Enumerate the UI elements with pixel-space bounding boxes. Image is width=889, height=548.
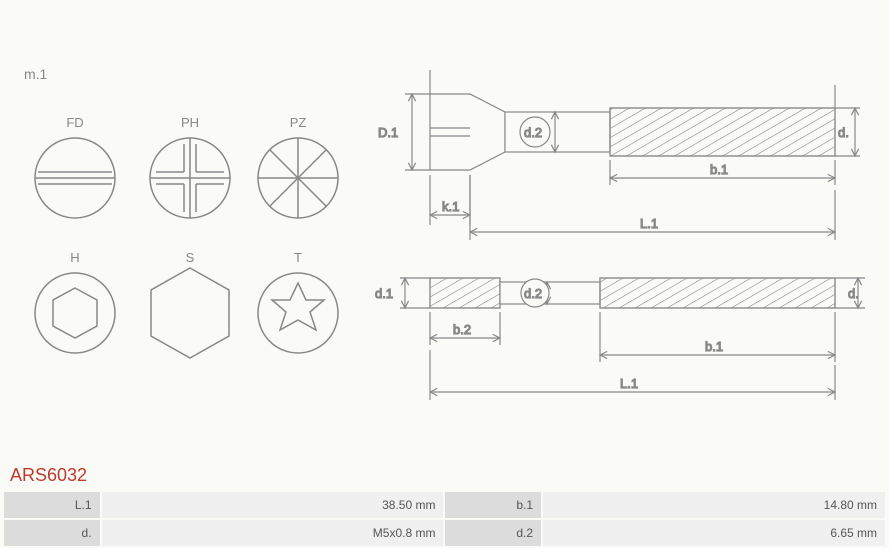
svg-text:d.1: d.1 — [375, 286, 393, 301]
svg-text:k.1: k.1 — [442, 199, 459, 214]
svg-text:d.: d. — [838, 125, 849, 140]
svg-text:L.1: L.1 — [620, 376, 638, 391]
spec-value: 38.50 mm — [102, 492, 444, 518]
spec-value: M5x0.8 mm — [102, 520, 444, 546]
spec-value: 14.80 mm — [543, 492, 885, 518]
svg-text:d.2: d.2 — [524, 125, 542, 140]
technical-drawing-svg: D.1 d.2 d. b.1 k.1 — [0, 0, 889, 440]
diagram-area: m.1 FD PH PZ H S T — [0, 0, 889, 440]
container: m.1 FD PH PZ H S T — [0, 0, 889, 545]
svg-text:b.2: b.2 — [453, 322, 471, 337]
spec-label: d.2 — [445, 520, 541, 546]
svg-text:L.1: L.1 — [640, 216, 658, 231]
svg-text:d.: d. — [848, 286, 859, 301]
svg-text:b.1: b.1 — [710, 162, 728, 177]
spec-table: L.1 38.50 mm b.1 14.80 mm d. M5x0.8 mm d… — [2, 490, 887, 548]
svg-text:b.1: b.1 — [705, 339, 723, 354]
svg-text:D.1: D.1 — [378, 125, 398, 140]
part-number: ARS6032 — [10, 465, 87, 486]
spec-label: d. — [4, 520, 100, 546]
svg-text:d.2: d.2 — [524, 286, 542, 301]
spec-label: b.1 — [445, 492, 541, 518]
table-row: L.1 38.50 mm b.1 14.80 mm — [4, 492, 885, 518]
table-row: d. M5x0.8 mm d.2 6.65 mm — [4, 520, 885, 546]
spec-label: L.1 — [4, 492, 100, 518]
spec-value: 6.65 mm — [543, 520, 885, 546]
